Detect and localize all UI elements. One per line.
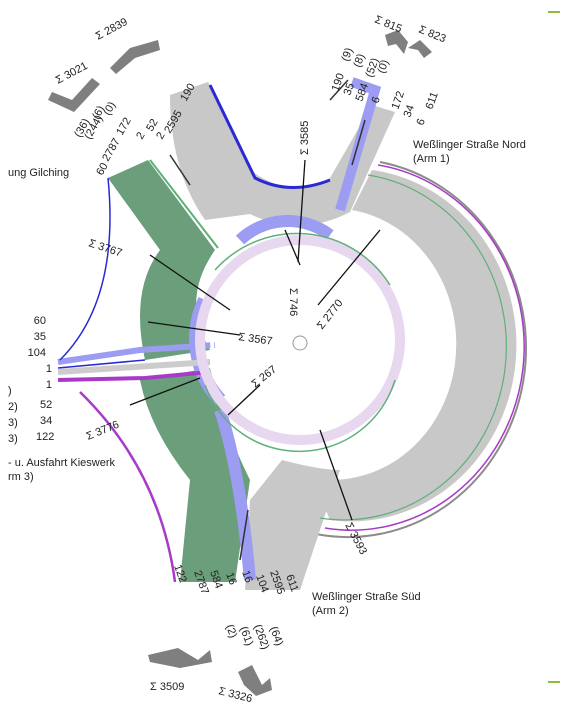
sum-3585: Σ 3585 <box>299 121 311 155</box>
num-ll-3: 3) <box>8 433 18 445</box>
sum-3021: Σ 3021 <box>54 60 90 87</box>
ring-gray-outer <box>312 161 528 539</box>
sum-3593: Σ 3593 <box>342 521 369 557</box>
arrow-s815 <box>385 30 408 54</box>
num-tr-8: 172 <box>390 90 408 111</box>
arm3-sub: rm 3) <box>8 471 34 483</box>
numbers-bottom: 122 2787 584 16 16 104 2595 611 <box>171 563 300 596</box>
num-ll-0: ) <box>8 385 12 397</box>
num-bp-2: (262) <box>251 623 271 651</box>
numbers-left-upper: 60 35 104 1 1 <box>28 315 52 391</box>
num-lu-4: 1 <box>46 379 52 391</box>
arrow-shapes <box>48 30 432 696</box>
num-tl-5: 172 <box>114 116 134 138</box>
num-ll-4: 52 <box>40 399 52 411</box>
num-ll-1: 2) <box>8 401 18 413</box>
arm3-name: - u. Ausfahrt Kieswerk <box>8 457 115 469</box>
num-ll-5: 34 <box>40 415 52 427</box>
sum-746: Σ 746 <box>287 288 299 316</box>
num-tl-2: (6) <box>90 104 107 122</box>
sum-3509: Σ 3509 <box>150 681 184 693</box>
num-tr-1: (9) <box>340 46 356 63</box>
num-tl-6: 60 <box>94 161 111 178</box>
num-lu-0: 60 <box>34 315 46 327</box>
band-green-upper <box>108 159 219 360</box>
sum-3567: Σ 3567 <box>238 331 274 348</box>
arrow-s823 <box>408 40 432 58</box>
sum-267: Σ 267 <box>249 364 279 391</box>
arrow-s3021 <box>48 78 100 112</box>
left-arm-lanes <box>57 342 216 382</box>
num-tr-10: 6 <box>415 117 428 127</box>
arrow-s3326 <box>238 665 272 696</box>
arrow-s2839 <box>110 40 160 74</box>
num-tl-4: 2787 <box>100 136 123 163</box>
numbers-top-right: 190 (9) 35 (8) 584 (52) 6 (0) 172 34 6 6… <box>330 46 441 127</box>
lane-markings <box>169 79 366 561</box>
num-tr-6: 6 <box>370 95 383 105</box>
num-bp-0: (2) <box>223 623 239 640</box>
band-gray-upper <box>170 82 395 226</box>
num-ll-2: 3) <box>8 417 18 429</box>
arm2-sub: (Arm 2) <box>312 605 349 617</box>
sum-leader-lines <box>129 159 381 521</box>
num-tl-8: 52 <box>144 117 161 134</box>
num-lu-1: 35 <box>34 331 46 343</box>
num-b-3: 16 <box>223 571 238 587</box>
arm1-sub: (Arm 1) <box>413 153 450 165</box>
sum-2839: Σ 2839 <box>94 16 130 43</box>
arm1-name: Weßlinger Straße Nord <box>413 139 526 151</box>
num-b-0: 122 <box>171 563 189 584</box>
num-lu-3: 1 <box>46 363 52 375</box>
arm4-name: ung Gilching <box>8 167 69 179</box>
num-b-4: 16 <box>239 569 254 585</box>
accent-marks <box>548 11 560 683</box>
band-gray-lower <box>245 460 340 590</box>
num-tr-11: 611 <box>424 90 441 111</box>
sum-815: Σ 815 <box>373 14 404 36</box>
num-tr-0: 190 <box>330 72 348 93</box>
num-tr-2: 35 <box>342 81 357 97</box>
num-tr-7: (0) <box>376 58 392 75</box>
numbers-left-lower: ) 2) 3) 3) 52 34 122 <box>8 385 54 445</box>
arm2-name: Weßlinger Straße Süd <box>312 591 421 603</box>
num-tl-7: 2 <box>134 130 147 141</box>
numbers-bottom-paren: (2) (61) (262) (64) <box>223 623 285 651</box>
num-tr-3: (8) <box>352 52 368 69</box>
center-island <box>292 335 308 351</box>
sum-3776: Σ 3776 <box>85 419 121 443</box>
num-b-2: 584 <box>207 569 225 590</box>
num-tr-4: 584 <box>354 82 372 103</box>
num-tl-3: (0) <box>101 100 118 118</box>
num-lu-2: 104 <box>28 347 46 359</box>
num-b-5: 104 <box>253 573 271 594</box>
num-tl-9: 2 <box>154 130 167 141</box>
num-tr-9: 34 <box>402 103 417 119</box>
arrow-s3509 <box>148 648 212 668</box>
sum-3767: Σ 3767 <box>87 237 123 259</box>
num-ll-6: 122 <box>36 431 54 443</box>
num-b-7: 611 <box>283 573 300 594</box>
